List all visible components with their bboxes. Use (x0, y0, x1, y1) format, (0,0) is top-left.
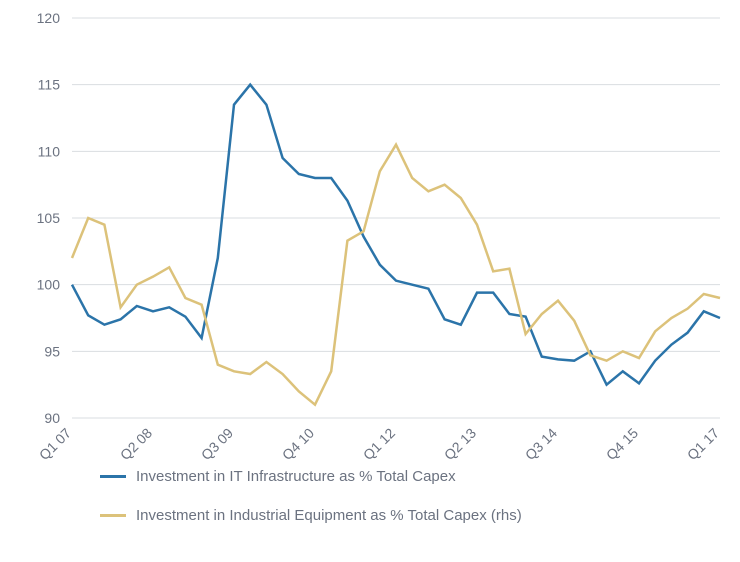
legend-label: Investment in IT Infrastructure as % Tot… (136, 468, 456, 485)
y-tick-label: 120 (37, 10, 61, 26)
legend-label: Investment in Industrial Equipment as % … (136, 507, 522, 524)
y-tick-label: 95 (44, 343, 60, 359)
legend-item-it-infra: Investment in IT Infrastructure as % Tot… (100, 468, 522, 485)
y-tick-label: 105 (37, 210, 61, 226)
x-tick-label: Q1 07 (36, 425, 74, 463)
series-line-it_infra (72, 85, 720, 385)
x-tick-label: Q3 09 (198, 425, 236, 463)
legend-swatch (100, 514, 126, 517)
line-chart: 90 95 100 105 110 115 120 Q1 07 Q2 08 Q3 09 Q4 10 Q… (0, 0, 740, 562)
x-tick-label: Q4 15 (603, 425, 641, 463)
x-tick-label: Q1 12 (360, 425, 398, 463)
y-tick-label: 110 (38, 143, 61, 159)
y-tick-label: 100 (37, 277, 61, 293)
y-tick-label: 90 (44, 410, 60, 426)
x-tick-label: Q3 14 (522, 425, 560, 463)
y-tick-label: 115 (38, 77, 61, 93)
x-tick-label: Q2 08 (117, 425, 155, 463)
series-line-industrial_equip (72, 145, 720, 405)
x-tick-label: Q4 10 (279, 425, 317, 463)
x-tick-label: Q1 17 (684, 425, 722, 463)
legend-swatch (100, 475, 126, 478)
x-tick-label: Q2 13 (441, 425, 479, 463)
legend-item-industrial-equip: Investment in Industrial Equipment as % … (100, 507, 522, 524)
legend: Investment in IT Infrastructure as % Tot… (100, 460, 522, 546)
